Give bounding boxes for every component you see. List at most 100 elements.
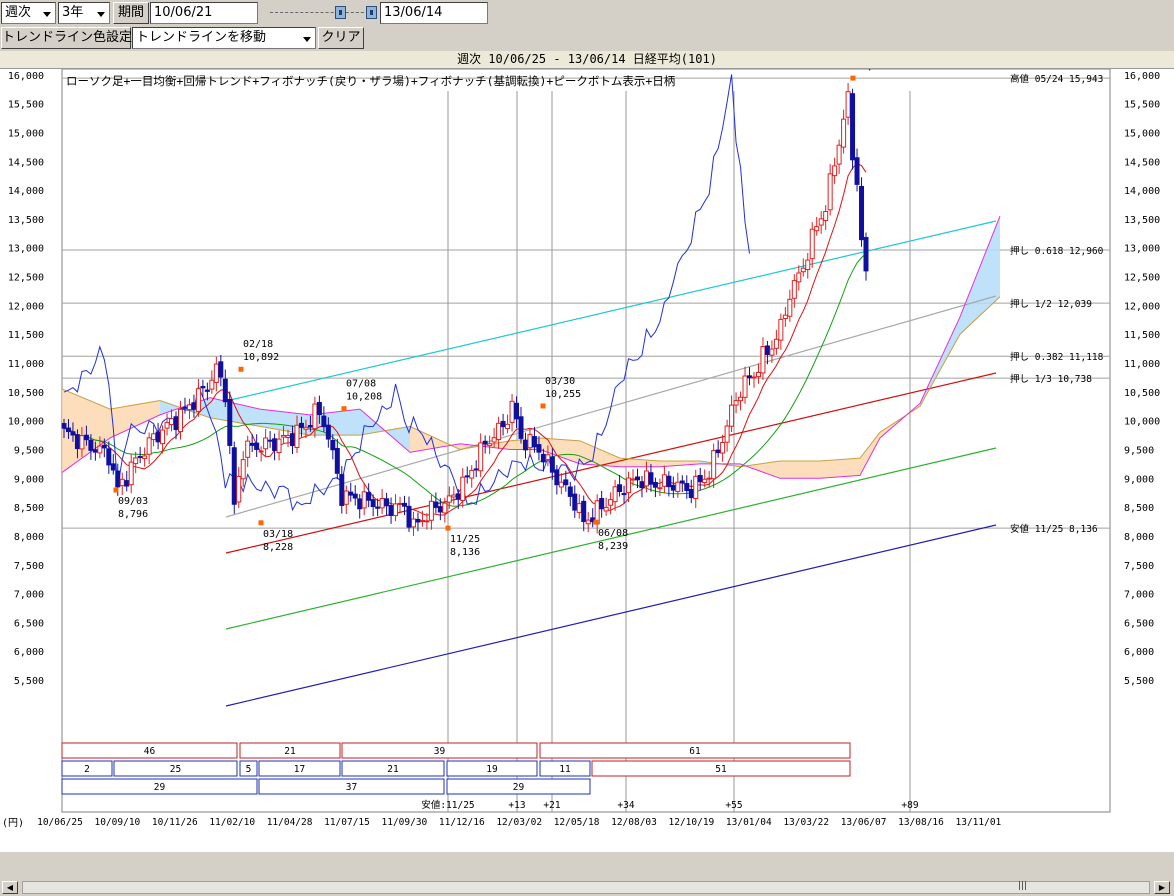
ichimoku-cloud-segment [210,397,260,427]
cycle-box-label: 51 [715,764,727,775]
clear-button[interactable]: クリア [318,27,364,49]
start-date-field[interactable]: 10/06/21 [150,2,258,24]
candle-body [218,361,224,378]
scroll-track[interactable] [22,881,1150,894]
candle-body [110,463,116,471]
peak-date-label: 09/03 [118,496,148,507]
candle-body [79,435,85,450]
candle-body [491,437,497,443]
cycle-box-label: 39 [434,746,446,757]
candle-body [325,424,331,440]
candle-body [424,520,430,523]
y-tick-label-left: 5,500 [14,676,44,687]
peak-marker [113,487,119,493]
candle-body [563,479,569,486]
candle-body [729,404,735,427]
scroll-left-arrow-icon[interactable]: ◀ [2,881,18,894]
candle-body [88,439,94,451]
kijun-line [63,253,867,507]
cycle-label: +13 [508,800,525,811]
candle-body [92,449,98,453]
candle-body [133,457,139,465]
candle-body [572,493,578,511]
peak-value-label: 10,255 [545,389,581,400]
candle-body [339,474,345,506]
candle-body [724,425,730,443]
regression-line [225,372,997,554]
x-tick-label: 11/07/15 [324,817,370,828]
candle-body [469,469,475,479]
candle-body [316,401,322,416]
y-tick-label-left: 7,000 [14,590,44,601]
candle-body [630,478,636,481]
candle-body [621,493,627,496]
plot-frame [61,69,1111,813]
cycle-box [341,742,538,759]
candle-body [697,475,703,483]
range-select[interactable]: 3年 [58,2,110,24]
cycle-box [446,778,591,795]
y-unit-label: (円) [2,818,24,829]
slider-end-thumb[interactable] [366,6,377,19]
slider-start-thumb[interactable] [335,6,346,19]
date-range-slider[interactable] [258,3,380,23]
candle-body [115,470,121,488]
candle-body [173,416,179,431]
period-unit-select[interactable]: 週次 [1,2,56,24]
candle-body [97,445,103,454]
candle-body [558,481,564,488]
candle-body [357,498,363,510]
horizontal-scrollbar[interactable]: ◀ ||| ▶ [0,879,1174,896]
cycle-box-label: 11 [559,764,571,775]
x-tick-label: 12/08/03 [611,817,657,828]
trendline-color-button[interactable]: トレンドライン色設定 [1,27,132,49]
end-date-field[interactable]: 13/06/14 [380,2,488,24]
candle-body [442,502,448,514]
candle-body [473,468,479,471]
candle-body [343,490,349,505]
candle-body [370,499,376,508]
ichimoku-cloud-segment [780,461,820,479]
candle-body [832,165,838,177]
y-tick-label-right: 12,500 [1124,273,1160,284]
y-tick-label-left: 7,500 [14,561,44,572]
peak-marker [445,525,451,531]
candle-body [827,173,833,211]
candle-body [648,472,654,485]
candle-body [70,431,76,436]
y-tick-label-left: 10,000 [8,417,44,428]
candle-body [612,486,618,503]
stock-chart[interactable]: 高値 05/24 15,943 押し 0.618 12,960 押し 1/2 12,… [0,69,1174,847]
period-button[interactable]: 期間 [113,2,149,24]
candle-body [850,93,856,161]
candle-body [738,396,744,402]
cycle-box-label: 21 [284,746,296,757]
candle-body [809,228,815,260]
peak-marker [238,366,244,372]
candle-body [402,502,408,507]
chart-subtitle: ローソク足+一目均衡+回帰トレンド+フィボナッチ(戻り・ザラ場)+フィボナッチ(… [66,74,675,88]
cycle-box-label: 2 [84,764,90,775]
candle-body [231,447,237,505]
trendline-mode-select[interactable]: トレンドラインを移動 [132,27,316,49]
cycle-box-label: 29 [154,782,166,793]
candle-body [796,272,802,283]
candle-body [186,404,192,411]
candle-body [617,484,623,493]
candle-body [106,448,112,466]
candle-body [688,488,694,499]
scroll-right-arrow-icon[interactable]: ▶ [1154,881,1170,894]
candle-body [599,498,605,510]
candle-body [787,298,793,317]
candle-body [397,502,403,505]
cycle-box-label: 29 [513,782,525,793]
cycle-box [61,760,113,777]
candle-body [814,226,820,232]
candle-body [455,493,461,500]
candle-body [496,422,502,440]
candle-body [643,470,649,487]
cycle-box [113,760,238,777]
candle-body [706,477,712,480]
x-tick-label: 13/01/04 [726,817,772,828]
candle-body [693,475,699,500]
